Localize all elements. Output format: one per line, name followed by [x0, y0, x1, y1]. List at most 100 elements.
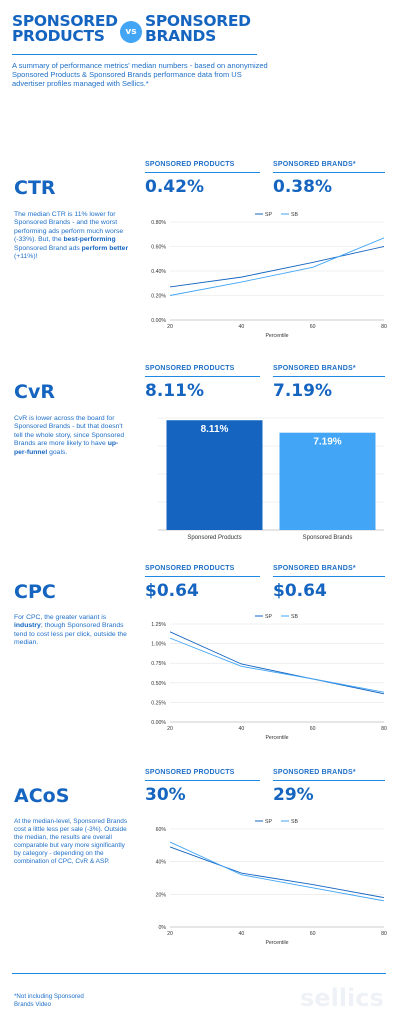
x-tick-label: 20: [167, 324, 173, 330]
footer-rule: [12, 973, 386, 974]
cpc-desc-text-1: For CPC, the greater variant is: [14, 614, 107, 621]
header-left-title: SPONSORED PRODUCTS: [12, 12, 118, 45]
header-rule: [12, 54, 257, 55]
y-tick-label: 40%: [156, 860, 167, 866]
bar-data-label: 7.19%: [313, 437, 341, 448]
legend-label: SP: [265, 212, 272, 218]
cvr-sp-label: SPONSORED PRODUCTS: [145, 365, 235, 372]
footnote-line2: Brands Video: [14, 1000, 52, 1008]
cpc-title: CPC: [14, 581, 56, 603]
intro-text: A summary of performance metrics' median…: [12, 61, 268, 88]
acos-description: At the median-level, Sponsored Brands co…: [14, 818, 128, 865]
cpc-line-chart: 0.00% 0.25% 0.50% 0.75% 1.00% 1.25% 20 40 60 80 Pe…: [151, 614, 387, 741]
cvr-sp-value: 8.11%: [145, 381, 204, 401]
x-tick-label: 40: [238, 931, 244, 937]
x-tick-label: 60: [310, 726, 316, 732]
ctr-desc-text-3: (+11%)!: [14, 253, 38, 261]
legend-label: SB: [291, 614, 298, 620]
legend-label: SB: [291, 212, 298, 218]
header-right-line2: BRANDS: [145, 27, 216, 45]
ctr-desc-text-1: The median CTR is 11% lower for Sponsore…: [14, 211, 124, 244]
cpc-sb-label: SPONSORED BRANDS*: [273, 565, 356, 572]
cpc-sp-rule: [145, 576, 260, 577]
legend-label: SB: [291, 819, 298, 825]
header-right-line1: SPONSORED: [145, 12, 251, 30]
x-tick-label: 20: [167, 726, 173, 732]
y-tick-label: 0%: [159, 925, 167, 931]
acos-sb-rule: [273, 780, 385, 781]
vs-badge: vs: [120, 21, 142, 43]
header-left-line1: SPONSORED: [12, 12, 118, 30]
acos-sp-label: SPONSORED PRODUCTS: [145, 769, 235, 776]
y-tick-label: 0.20%: [151, 294, 166, 300]
y-tick-label: 0.25%: [151, 700, 166, 706]
legend-label: SP: [265, 819, 272, 825]
y-tick-label: 0.60%: [151, 245, 166, 251]
ctr-title: CTR: [14, 177, 56, 199]
cvr-sb-value: 7.19%: [273, 381, 332, 401]
cvr-sb-label: SPONSORED BRANDS*: [273, 365, 356, 372]
cpc-desc-text-2: ; though Sponsored Brands tend to cost l…: [14, 622, 127, 647]
ctr-sp-label: SPONSORED PRODUCTS: [145, 161, 235, 168]
y-tick-label: 0.80%: [151, 220, 166, 226]
acos-sp-rule: [145, 780, 260, 781]
x-tick-label: 80: [381, 324, 387, 330]
y-tick-label: 1.25%: [151, 622, 166, 628]
series-line-sp: [169, 846, 385, 899]
cpc-desc-bold-1: industry: [14, 622, 41, 630]
cvr-sp-rule: [145, 376, 260, 377]
sellics-logo: sellics: [300, 984, 384, 1012]
legend-label: SP: [265, 614, 272, 620]
cvr-bar-chart: 8.11% Sponsored Products 7.19% Sponsored Br…: [158, 417, 384, 541]
header-left-line2: PRODUCTS: [12, 27, 105, 45]
bar-category-label: Sponsored Products: [187, 535, 241, 541]
y-tick-label: 0.00%: [151, 720, 166, 726]
cpc-sp-label: SPONSORED PRODUCTS: [145, 565, 235, 572]
ctr-sp-rule: [145, 172, 260, 173]
x-axis-label: Percentile: [265, 735, 288, 741]
acos-sp-value: 30%: [145, 785, 186, 805]
cpc-sp-value: $0.64: [145, 581, 199, 601]
y-tick-label: 0.00%: [151, 318, 166, 324]
ctr-desc-bold-1: best-performing: [63, 236, 116, 244]
x-axis-label: Percentile: [265, 333, 288, 339]
header-right-title: SPONSORED BRANDS: [145, 12, 251, 45]
y-tick-label: 0.50%: [151, 681, 166, 687]
bar-sponsored-brands: [279, 432, 376, 530]
x-tick-label: 80: [381, 726, 387, 732]
ctr-line-chart: 0.00% 0.20% 0.40% 0.60% 0.80% 20 40 60 80 Percent…: [151, 212, 387, 339]
x-axis-label: Percentile: [265, 940, 288, 946]
x-tick-label: 40: [238, 324, 244, 330]
bar-data-label: 8.11%: [201, 424, 229, 435]
y-tick-label: 0.75%: [151, 661, 166, 667]
acos-title: ACoS: [14, 785, 70, 807]
ctr-desc-bold-2: perform better: [81, 244, 129, 252]
y-tick-label: 1.00%: [151, 642, 166, 648]
cvr-desc-text-1: CvR is lower across the board for Sponso…: [14, 415, 125, 448]
ctr-sp-value: 0.42%: [145, 177, 204, 197]
cvr-sb-rule: [273, 376, 385, 377]
y-tick-label: 60%: [156, 827, 167, 833]
ctr-sb-rule: [273, 172, 385, 173]
cvr-title: CvR: [14, 381, 55, 403]
ctr-desc-text-2: Sponsored Brand ads: [14, 244, 82, 252]
ctr-description: The median CTR is 11% lower for Sponsore…: [14, 211, 129, 261]
series-line-sb: [169, 237, 385, 296]
x-tick-label: 80: [381, 931, 387, 937]
acos-sb-value: 29%: [273, 785, 314, 805]
x-tick-label: 40: [238, 726, 244, 732]
cvr-description: CvR is lower across the board for Sponso…: [14, 415, 129, 457]
x-tick-label: 20: [167, 931, 173, 937]
cpc-sb-value: $0.64: [273, 581, 327, 601]
footnote: *Not including Sponsored Brands Video: [14, 993, 84, 1008]
acos-sb-label: SPONSORED BRANDS*: [273, 769, 356, 776]
x-tick-label: 60: [310, 324, 316, 330]
series-line-sb: [169, 841, 385, 902]
acos-line-chart: 0% 20% 40% 60% 20 40 60 80 Percentile SP SB: [156, 819, 387, 946]
cpc-description: For CPC, the greater variant is industry…: [14, 614, 129, 648]
bar-category-label: Sponsored Brands: [303, 535, 353, 541]
series-line-sp: [169, 246, 385, 288]
y-tick-label: 20%: [156, 892, 167, 898]
ctr-sb-label: SPONSORED BRANDS*: [273, 161, 356, 168]
y-tick-label: 0.40%: [151, 269, 166, 275]
